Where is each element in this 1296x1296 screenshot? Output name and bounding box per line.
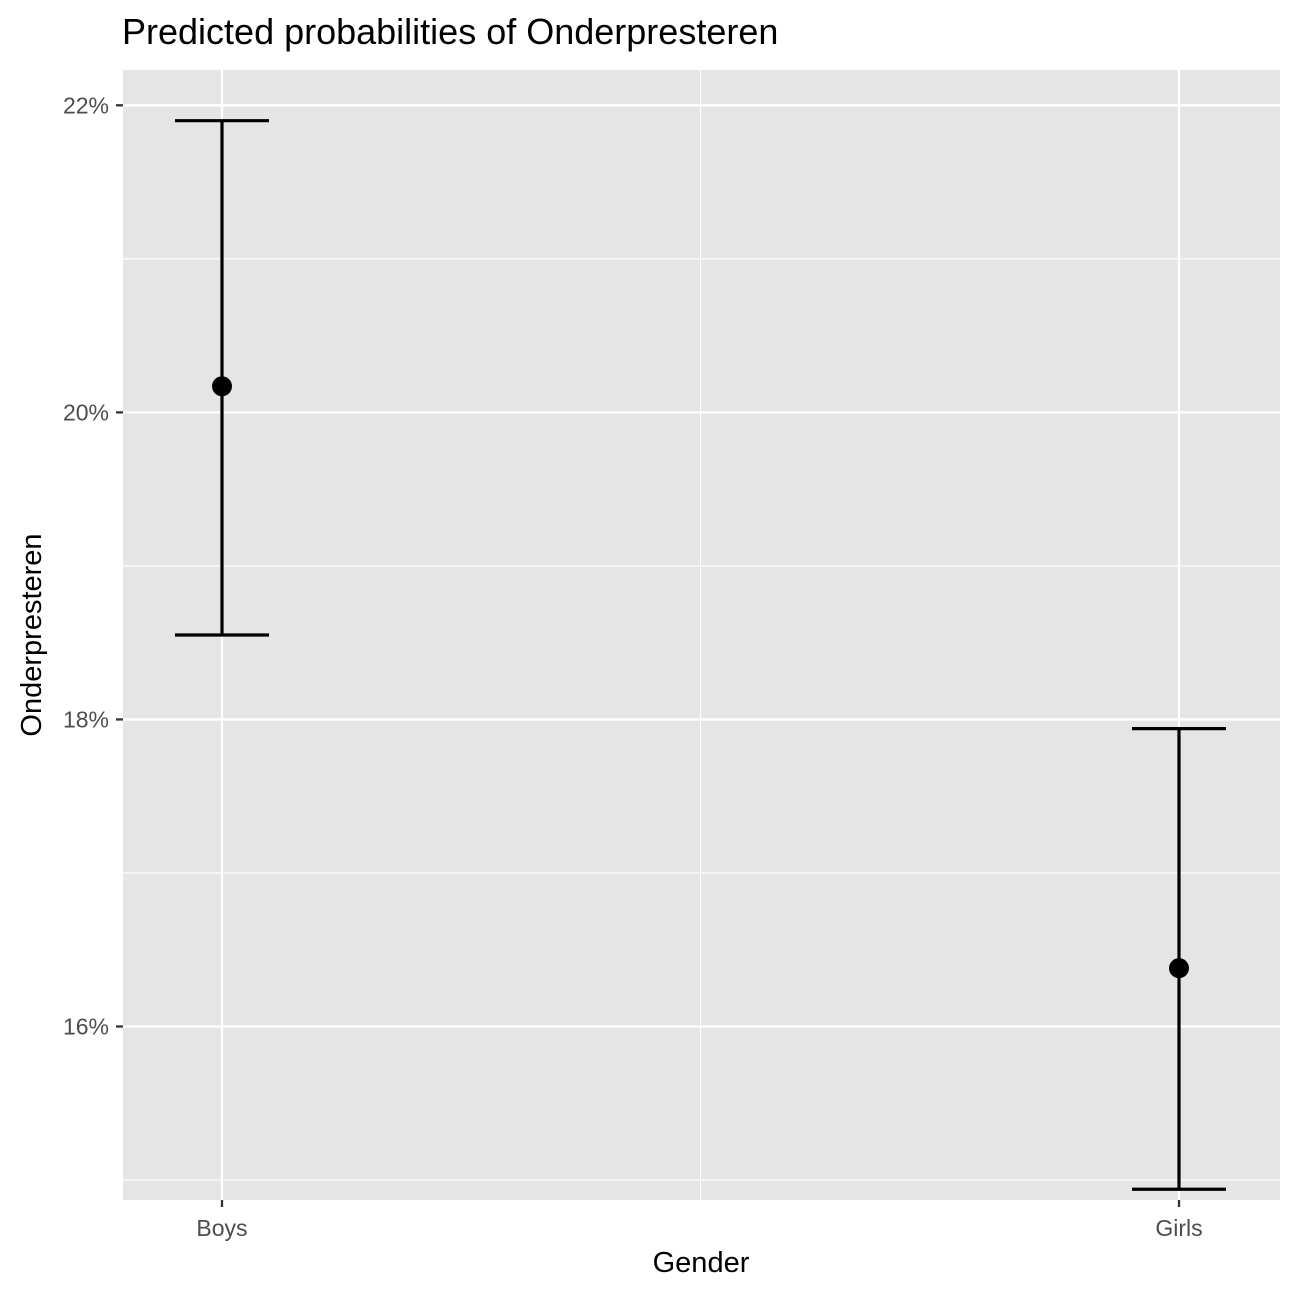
y-tick-label-0: 16% bbox=[63, 1014, 109, 1040]
point-girls bbox=[1169, 958, 1189, 979]
plot-panel bbox=[123, 70, 1280, 1200]
minor-gridlines bbox=[123, 70, 1280, 1200]
point-boys bbox=[212, 376, 232, 397]
data-marks bbox=[175, 119, 1226, 1191]
y-tick-label-2: 20% bbox=[63, 399, 109, 425]
chart-title: Predicted probabilities of Onderprestere… bbox=[122, 11, 778, 52]
y-axis: 16% 18% 20% 22% bbox=[63, 92, 123, 1040]
x-tick-label-1: Girls bbox=[1155, 1215, 1202, 1241]
y-axis-title: Onderpresteren bbox=[16, 533, 48, 736]
x-axis-title: Gender bbox=[653, 1247, 750, 1279]
x-tick-label-0: Boys bbox=[196, 1215, 247, 1241]
x-axis: Boys Girls bbox=[196, 1200, 1203, 1241]
y-tick-label-3: 22% bbox=[63, 92, 109, 118]
y-tick-label-1: 18% bbox=[63, 706, 109, 732]
